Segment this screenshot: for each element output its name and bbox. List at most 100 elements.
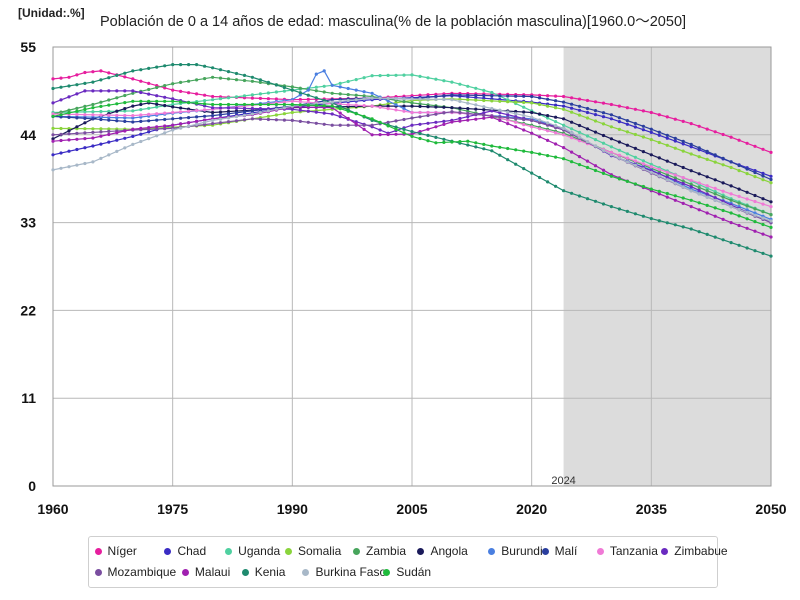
data-point	[625, 209, 630, 213]
data-point	[522, 110, 526, 114]
data-point	[171, 105, 175, 109]
data-point	[466, 115, 470, 119]
data-point	[522, 113, 526, 118]
data-point	[689, 152, 693, 156]
data-point	[91, 130, 95, 134]
data-point	[761, 210, 765, 214]
data-point	[274, 118, 278, 122]
data-point	[322, 69, 326, 73]
data-point	[641, 167, 646, 171]
data-point	[769, 254, 773, 258]
data-point	[147, 112, 151, 116]
data-point	[338, 123, 342, 127]
data-point	[705, 175, 709, 179]
data-point	[593, 144, 598, 148]
data-point	[593, 199, 598, 203]
data-point	[131, 77, 135, 81]
data-point	[386, 102, 390, 106]
data-point	[474, 112, 478, 116]
data-point	[99, 127, 103, 131]
data-point	[242, 73, 247, 77]
data-point	[450, 98, 454, 102]
data-point	[386, 132, 390, 137]
legend-label: Tanzania	[609, 544, 658, 558]
series-kenia	[51, 63, 773, 258]
data-point	[506, 122, 510, 126]
data-point	[737, 163, 741, 168]
data-point	[410, 132, 414, 136]
data-point	[434, 135, 438, 139]
data-point	[322, 104, 326, 108]
data-point	[163, 64, 167, 68]
data-point	[617, 148, 622, 152]
data-point	[657, 156, 661, 160]
data-point	[562, 146, 566, 150]
series-angola	[51, 101, 773, 204]
data-point	[522, 167, 526, 171]
data-point	[713, 130, 717, 134]
data-point	[466, 118, 470, 122]
data-point	[338, 115, 342, 119]
data-point	[649, 110, 653, 115]
data-point	[609, 205, 614, 209]
data-point	[442, 105, 446, 109]
data-point	[290, 99, 294, 103]
data-point	[458, 116, 462, 121]
data-point	[577, 135, 582, 139]
data-point	[570, 136, 574, 140]
data-point	[139, 126, 143, 130]
data-point	[314, 96, 318, 100]
data-point	[649, 187, 653, 191]
data-point	[745, 141, 749, 145]
data-point	[171, 99, 175, 103]
data-point	[218, 68, 223, 72]
data-point	[155, 85, 159, 90]
data-point	[51, 112, 55, 116]
data-point	[394, 103, 398, 107]
data-point	[195, 108, 199, 113]
data-point	[713, 190, 717, 194]
data-point	[362, 76, 366, 80]
data-point	[522, 100, 526, 105]
data-point	[458, 99, 462, 103]
data-point	[179, 89, 183, 93]
data-point	[673, 223, 677, 227]
data-point	[139, 68, 143, 72]
legend-label: Sudán	[396, 565, 432, 579]
data-point	[585, 98, 590, 103]
data-point	[538, 93, 542, 97]
data-point	[51, 126, 55, 130]
data-point	[107, 127, 111, 131]
data-point	[99, 89, 103, 93]
data-point	[737, 138, 741, 142]
data-point	[562, 100, 566, 104]
data-point	[474, 103, 478, 107]
data-point	[147, 106, 151, 110]
data-point	[697, 124, 701, 128]
data-point	[633, 146, 638, 150]
data-point	[562, 107, 566, 111]
data-point	[179, 106, 183, 110]
data-point	[258, 92, 262, 96]
data-point	[394, 73, 398, 77]
data-point	[394, 97, 398, 101]
data-point	[745, 246, 749, 250]
legend-item: Burkina Faso	[302, 565, 386, 579]
data-point	[633, 212, 638, 216]
data-point	[418, 97, 422, 101]
data-point	[538, 96, 542, 100]
data-point	[394, 125, 398, 129]
data-point	[705, 192, 709, 196]
data-point	[91, 106, 95, 110]
data-point	[490, 94, 494, 98]
data-point	[498, 145, 502, 149]
data-point	[689, 189, 693, 193]
data-point	[426, 133, 430, 137]
data-point	[490, 144, 494, 148]
data-point	[378, 128, 382, 132]
data-point	[745, 167, 749, 171]
data-point	[163, 99, 167, 103]
data-point	[665, 178, 669, 182]
data-point	[274, 97, 278, 101]
data-point	[434, 97, 438, 101]
